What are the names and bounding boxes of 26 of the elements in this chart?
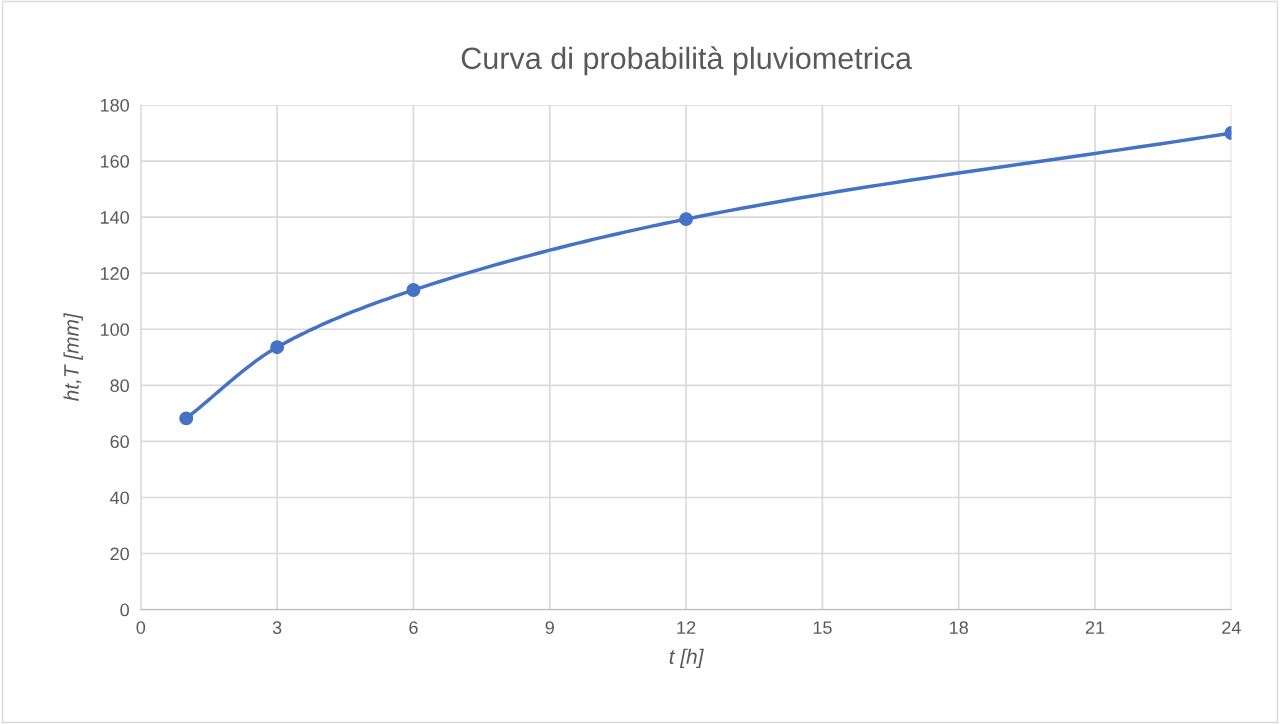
y-tick-label: 100 [100, 323, 129, 336]
x-tick-label: 0 [136, 621, 146, 634]
y-tick-label: 140 [100, 211, 129, 224]
point [270, 340, 285, 355]
y-tick-label: 160 [100, 154, 129, 168]
chart-title: Curva di probabilità pluviometrica [461, 46, 912, 76]
y-tick-label: 120 [100, 267, 129, 280]
x-axis-title: t [h] [669, 648, 704, 669]
x-tick-label: 24 [1222, 621, 1241, 634]
x-tick-label: 3 [272, 621, 282, 634]
x-tick-label: 21 [1085, 621, 1105, 634]
y-tick-label: 40 [110, 491, 129, 505]
y-tick-label: 60 [110, 435, 129, 449]
x-tick-label: 18 [950, 621, 968, 634]
y-tick-label: 80 [110, 379, 129, 393]
y-tick-label: 180 [100, 98, 129, 112]
x-tick-label: 12 [677, 621, 696, 634]
y-tick-label: 0 [120, 603, 129, 617]
point [179, 411, 194, 426]
x-tick-label: 6 [409, 621, 418, 634]
point [406, 283, 421, 297]
y-axis-title: ht,T [mm] [63, 312, 83, 401]
point [679, 212, 694, 227]
x-tick-label: 9 [545, 621, 554, 634]
x-tick-label: 15 [813, 621, 832, 634]
y-tick-label: 20 [110, 547, 129, 561]
